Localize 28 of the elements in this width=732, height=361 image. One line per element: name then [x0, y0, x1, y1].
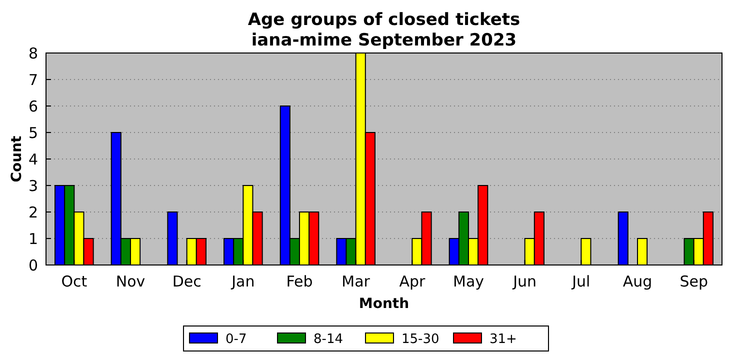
- x-tick-label: Oct: [61, 272, 88, 290]
- y-tick-label: 2: [28, 203, 38, 222]
- y-tick-label: 1: [28, 230, 38, 248]
- x-tick-label: Feb: [286, 272, 313, 290]
- x-axis-title: Month: [358, 296, 410, 312]
- x-tick-label: Jan: [230, 272, 255, 290]
- x-tick-label: Sep: [680, 272, 708, 290]
- x-tick-label: Jun: [512, 272, 537, 290]
- x-tick-label: Dec: [172, 272, 202, 290]
- x-tick-label: Apr: [399, 272, 426, 290]
- y-tick-label: 8: [28, 44, 38, 62]
- x-tick-label: May: [452, 272, 484, 290]
- x-tick-label: Aug: [622, 272, 652, 290]
- x-tick-label: Jul: [571, 272, 590, 290]
- y-tick-label: 4: [28, 150, 38, 168]
- y-tick-label: 3: [28, 176, 38, 195]
- y-tick-label: 7: [28, 70, 38, 89]
- legend-label: 0-7: [226, 332, 247, 347]
- x-tick-label: Mar: [342, 272, 371, 290]
- y-tick-label: 0: [28, 256, 38, 274]
- y-tick-label: 5: [28, 124, 38, 142]
- x-tick-label: Nov: [116, 272, 146, 290]
- legend-label: 15-30: [402, 332, 440, 347]
- y-axis-title: Count: [9, 135, 25, 182]
- y-tick-label: 6: [28, 97, 38, 116]
- chart-title: Age groups of closed tickets iana-mime September 2023: [248, 10, 520, 50]
- legend-label: 31+: [490, 332, 517, 347]
- legend-label: 8-14: [314, 332, 344, 347]
